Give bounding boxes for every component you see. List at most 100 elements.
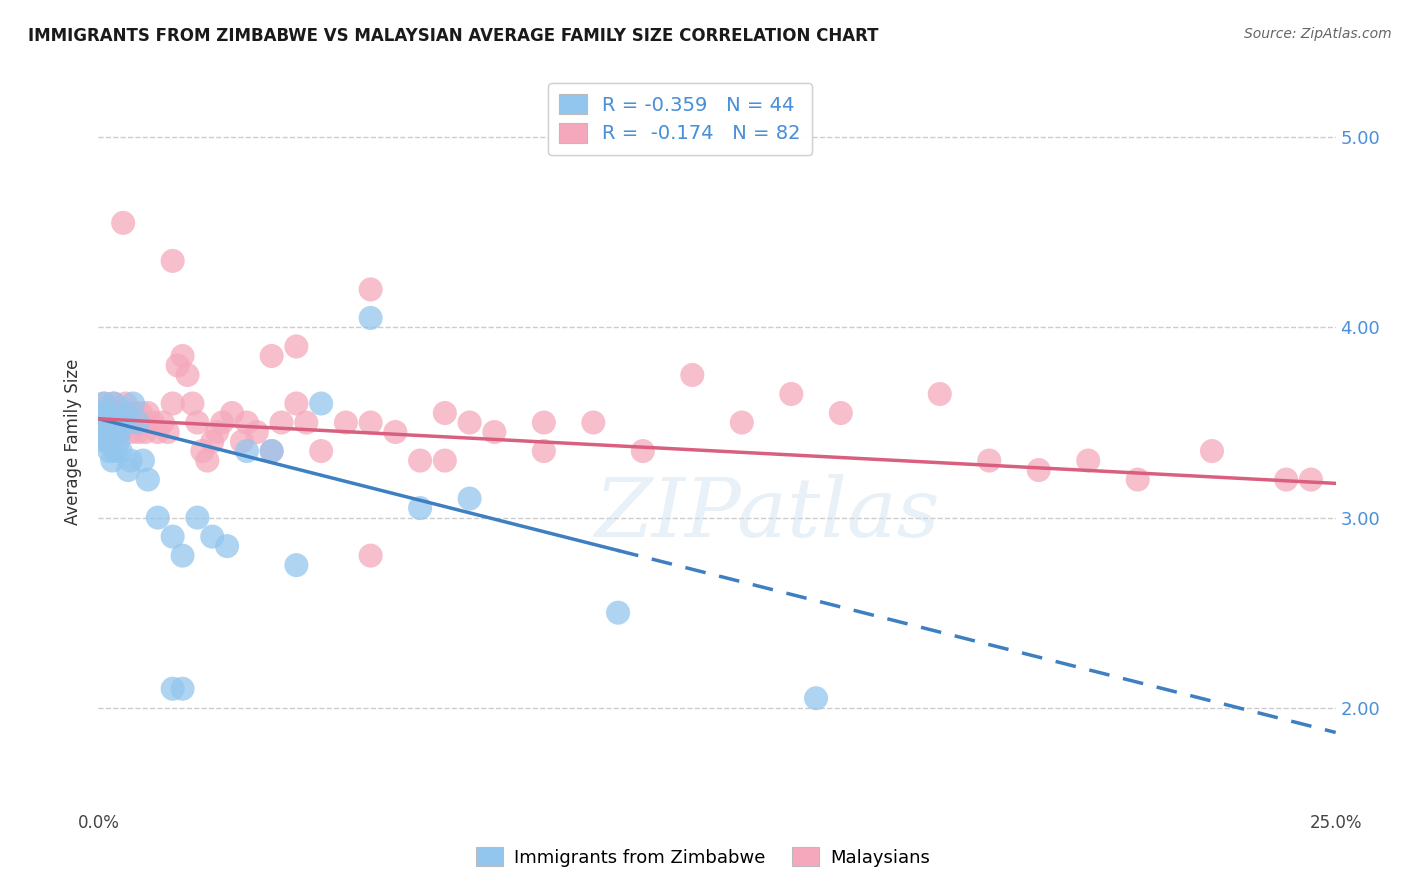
Point	[162, 530, 184, 544]
Point	[93, 396, 115, 410]
Point	[186, 416, 208, 430]
Point	[1275, 473, 1298, 487]
Point	[285, 396, 308, 410]
Point	[110, 416, 132, 430]
Point	[309, 396, 332, 410]
Point	[830, 406, 852, 420]
Point	[127, 425, 149, 439]
Point	[205, 425, 228, 439]
Point	[236, 416, 259, 430]
Point	[146, 425, 169, 439]
Point	[231, 434, 253, 449]
Point	[201, 530, 224, 544]
Point	[101, 406, 124, 420]
Point	[129, 406, 152, 420]
Point	[162, 681, 184, 696]
Point	[136, 406, 159, 420]
Point	[103, 416, 125, 430]
Point	[409, 453, 432, 467]
Point	[221, 406, 243, 420]
Point	[94, 396, 117, 410]
Point	[142, 416, 165, 430]
Point	[108, 425, 131, 439]
Point	[533, 416, 555, 430]
Point	[162, 253, 184, 268]
Point	[104, 425, 127, 439]
Point	[117, 416, 139, 430]
Point	[98, 444, 121, 458]
Point	[162, 396, 184, 410]
Point	[211, 416, 233, 430]
Point	[124, 416, 146, 430]
Point	[191, 444, 214, 458]
Point	[94, 406, 117, 420]
Point	[96, 416, 118, 430]
Point	[90, 406, 112, 420]
Point	[360, 416, 382, 430]
Point	[103, 416, 125, 430]
Point	[94, 416, 117, 430]
Point	[1299, 473, 1322, 487]
Point	[582, 416, 605, 430]
Point	[112, 216, 135, 230]
Point	[108, 425, 131, 439]
Point	[928, 387, 950, 401]
Point	[1201, 444, 1223, 458]
Point	[1077, 453, 1099, 467]
Point	[433, 406, 456, 420]
Point	[360, 549, 382, 563]
Point	[96, 425, 118, 439]
Point	[104, 444, 127, 458]
Point	[97, 425, 120, 439]
Point	[156, 425, 179, 439]
Text: IMMIGRANTS FROM ZIMBABWE VS MALAYSIAN AVERAGE FAMILY SIZE CORRELATION CHART: IMMIGRANTS FROM ZIMBABWE VS MALAYSIAN AV…	[28, 27, 879, 45]
Point	[731, 416, 754, 430]
Point	[97, 434, 120, 449]
Point	[433, 453, 456, 467]
Point	[181, 396, 204, 410]
Point	[96, 406, 118, 420]
Point	[132, 453, 155, 467]
Legend: R = -0.359   N = 44, R =  -0.174   N = 82: R = -0.359 N = 44, R = -0.174 N = 82	[547, 83, 813, 155]
Point	[90, 416, 112, 430]
Point	[100, 416, 122, 430]
Point	[458, 491, 481, 506]
Point	[172, 549, 194, 563]
Point	[217, 539, 239, 553]
Point	[979, 453, 1001, 467]
Point	[270, 416, 292, 430]
Point	[458, 416, 481, 430]
Point	[103, 396, 125, 410]
Point	[146, 510, 169, 524]
Point	[295, 416, 318, 430]
Point	[1126, 473, 1149, 487]
Point	[201, 434, 224, 449]
Point	[120, 453, 142, 467]
Point	[285, 558, 308, 573]
Point	[112, 406, 135, 420]
Point	[260, 349, 283, 363]
Point	[91, 416, 114, 430]
Point	[360, 310, 382, 325]
Point	[105, 406, 128, 420]
Point	[780, 387, 803, 401]
Point	[384, 425, 406, 439]
Point	[101, 453, 124, 467]
Point	[94, 434, 117, 449]
Point	[114, 396, 136, 410]
Point	[409, 501, 432, 516]
Point	[195, 453, 218, 467]
Point	[98, 434, 121, 449]
Point	[152, 416, 174, 430]
Point	[260, 444, 283, 458]
Point	[127, 416, 149, 430]
Point	[105, 416, 128, 430]
Point	[134, 425, 156, 439]
Point	[260, 444, 283, 458]
Point	[804, 691, 827, 706]
Point	[186, 510, 208, 524]
Point	[100, 425, 122, 439]
Point	[172, 681, 194, 696]
Point	[236, 444, 259, 458]
Point	[172, 349, 194, 363]
